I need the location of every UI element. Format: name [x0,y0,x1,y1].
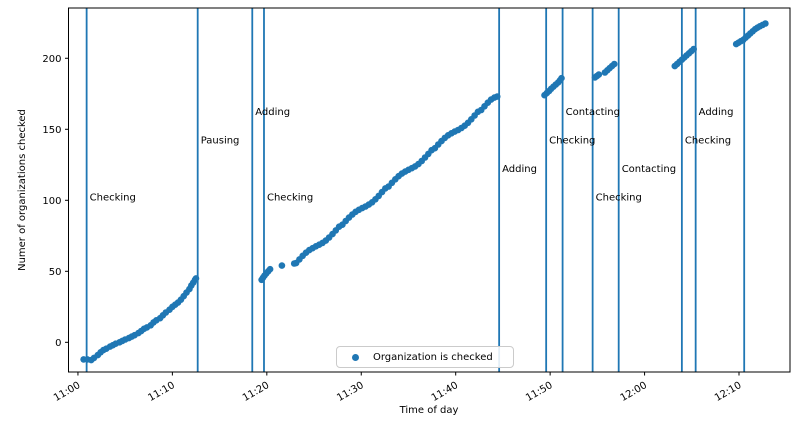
data-point [266,265,274,273]
event-label: Pausing [201,135,240,146]
scatter-marker-icon [352,353,359,361]
axes-spines [68,7,791,373]
y-tick-label: 200 [42,54,61,65]
data-point [595,71,603,78]
data-point [690,45,697,53]
x-tick-label: 12:00 [619,380,649,404]
event-label: Adding [502,164,537,175]
event-label: Contacting [566,107,620,118]
event-label: Checking [685,135,731,146]
event-label: Adding [699,107,734,118]
legend-label: Organization is checked [373,351,493,363]
event-label: Checking [549,135,595,146]
y-tick-label: 100 [42,196,61,207]
y-tick-label: 50 [49,267,62,278]
event-label: Checking [596,192,642,203]
x-tick-label: 11:50 [524,380,554,404]
data-point [762,20,769,27]
data-point [611,60,618,68]
data-point [192,275,200,282]
legend: Organization is checked [336,346,514,368]
x-tick-label: 11:00 [52,380,82,404]
data-point [493,93,501,100]
event-label: Checking [90,192,136,203]
event-label: Contacting [622,164,676,175]
data-point [278,262,286,269]
x-tick-label: 11:10 [146,380,176,404]
x-axis-label: Time of day [399,405,459,416]
y-axis-label: Numer of organizations checked [17,109,28,271]
y-tick-label: 0 [55,338,61,349]
y-tick-label: 150 [42,125,61,136]
x-tick-label: 11:20 [241,380,271,404]
x-tick-label: 11:30 [335,380,365,404]
x-tick-label: 12:10 [713,380,743,404]
data-point [558,74,565,82]
event-label: Adding [255,107,290,118]
x-tick-label: 11:40 [430,380,460,404]
event-label: Checking [267,192,313,203]
